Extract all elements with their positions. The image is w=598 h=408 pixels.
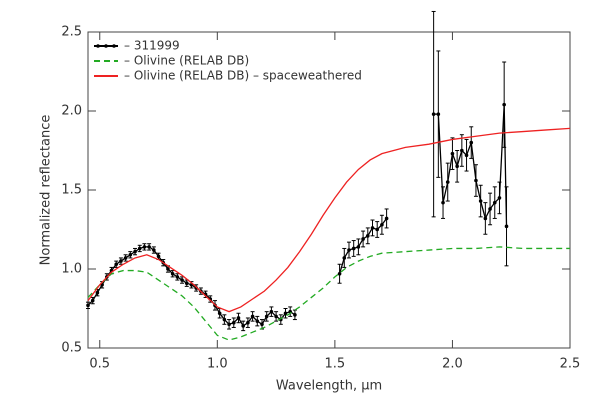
data-point: [227, 322, 231, 327]
data-point: [504, 224, 509, 229]
data-point: [95, 290, 100, 295]
data-point: [236, 316, 241, 320]
legend-marker: [96, 44, 100, 48]
x-tick-label: 2.5: [560, 357, 581, 372]
data-point: [114, 262, 119, 267]
data-point: [264, 314, 269, 319]
data-point: [175, 275, 180, 279]
data-point: [217, 311, 222, 316]
data-point: [137, 246, 142, 251]
data-point: [255, 319, 260, 323]
series-line: [433, 104, 508, 227]
data-point: [351, 246, 356, 251]
data-point: [469, 140, 474, 145]
data-point: [380, 222, 384, 227]
y-tick-label: 1.5: [61, 183, 82, 198]
data-point: [436, 112, 441, 116]
data-point: [441, 200, 445, 205]
data-point: [497, 196, 502, 200]
data-point: [450, 151, 455, 156]
legend-label: – Olivine (RELAB DB) – spaceweathered: [124, 69, 362, 83]
data-point: [241, 324, 245, 328]
data-point: [152, 248, 156, 252]
data-point: [180, 278, 184, 282]
data-point: [170, 271, 175, 276]
data-point: [431, 112, 436, 116]
legend-label: – 311999: [124, 39, 180, 53]
data-point: [445, 180, 450, 184]
data-point: [492, 200, 497, 205]
data-point: [86, 303, 90, 308]
data-point: [246, 320, 250, 325]
x-tick-label: 1.5: [325, 357, 346, 372]
series-line: [87, 127, 571, 313]
y-axis-label: Normalized reflectance: [39, 115, 54, 266]
data-point: [231, 320, 236, 325]
data-point: [147, 245, 151, 249]
data-point: [90, 298, 95, 303]
legend-label: – Olivine (RELAB DB): [124, 54, 249, 68]
data-point: [337, 271, 342, 276]
data-point: [269, 309, 274, 314]
legend-marker: [112, 44, 116, 48]
data-point: [488, 207, 492, 211]
data-point: [361, 237, 365, 241]
data-point: [375, 227, 380, 232]
y-tick-label: 2.5: [61, 25, 82, 40]
data-point: [283, 311, 288, 316]
y-tick-label: 2.0: [61, 104, 82, 119]
data-point: [123, 256, 128, 260]
data-point: [133, 249, 137, 254]
x-tick-label: 1.0: [207, 357, 228, 372]
data-point: [455, 164, 459, 169]
data-point: [250, 314, 255, 319]
data-point: [474, 178, 478, 183]
data-point: [365, 234, 370, 238]
data-point: [342, 256, 347, 260]
series-line: [87, 246, 570, 341]
data-point: [222, 317, 227, 322]
y-tick-label: 1.0: [61, 262, 82, 277]
data-point: [128, 252, 133, 257]
data-point: [260, 322, 264, 327]
data-point: [502, 102, 506, 107]
data-point: [478, 199, 483, 203]
data-point: [356, 245, 361, 249]
data-point: [156, 254, 161, 259]
data-point: [166, 267, 170, 271]
data-point: [142, 245, 147, 249]
y-tick-label: 0.5: [61, 341, 82, 356]
data-point: [483, 216, 488, 221]
data-point: [274, 314, 278, 319]
legend-marker: [104, 44, 108, 48]
x-axis-label: Wavelength, μm: [276, 379, 382, 394]
data-point: [464, 153, 469, 158]
data-point: [347, 248, 351, 252]
x-tick-label: 2.0: [442, 357, 463, 372]
data-point: [460, 148, 464, 153]
data-point: [384, 216, 389, 221]
data-point: [184, 281, 189, 286]
data-point: [370, 226, 375, 230]
data-point: [293, 313, 297, 317]
data-point: [119, 259, 123, 263]
x-tick-label: 0.5: [89, 357, 110, 372]
